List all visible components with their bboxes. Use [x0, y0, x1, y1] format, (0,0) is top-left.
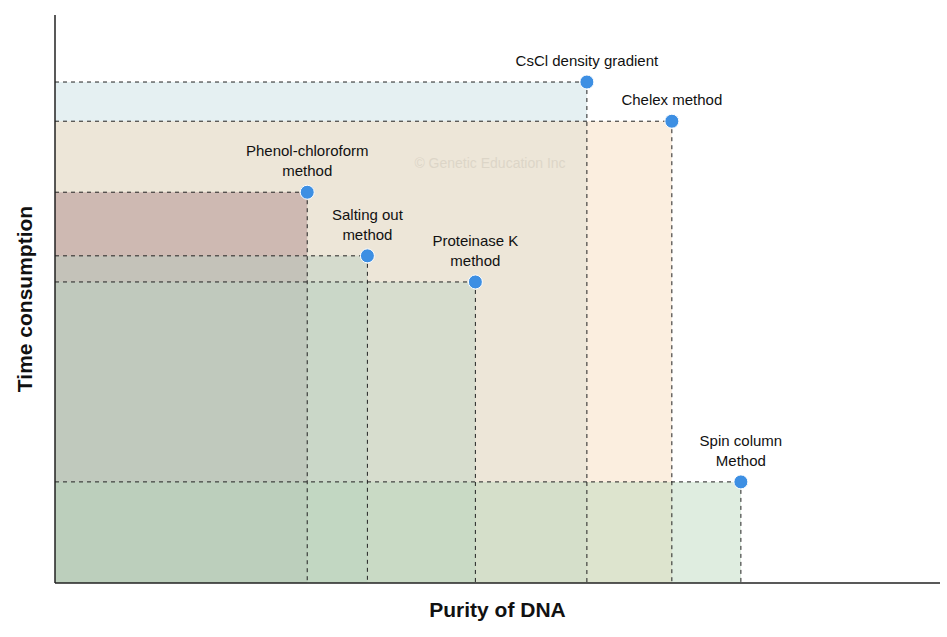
svg-text:Method: Method — [716, 452, 766, 469]
svg-text:Proteinase K: Proteinase K — [432, 232, 518, 249]
svg-text:Phenol-chloroform: Phenol-chloroform — [246, 142, 369, 159]
svg-text:Purity of DNA: Purity of DNA — [429, 598, 566, 621]
svg-text:method: method — [342, 226, 392, 243]
svg-text:Time consumption: Time consumption — [13, 206, 36, 392]
svg-text:method: method — [282, 162, 332, 179]
svg-text:Salting out: Salting out — [332, 206, 404, 223]
svg-text:Spin column: Spin column — [700, 432, 783, 449]
svg-text:method: method — [450, 252, 500, 269]
svg-text:Chelex method: Chelex method — [621, 91, 722, 108]
svg-text:CsCl density gradient: CsCl density gradient — [516, 52, 659, 69]
